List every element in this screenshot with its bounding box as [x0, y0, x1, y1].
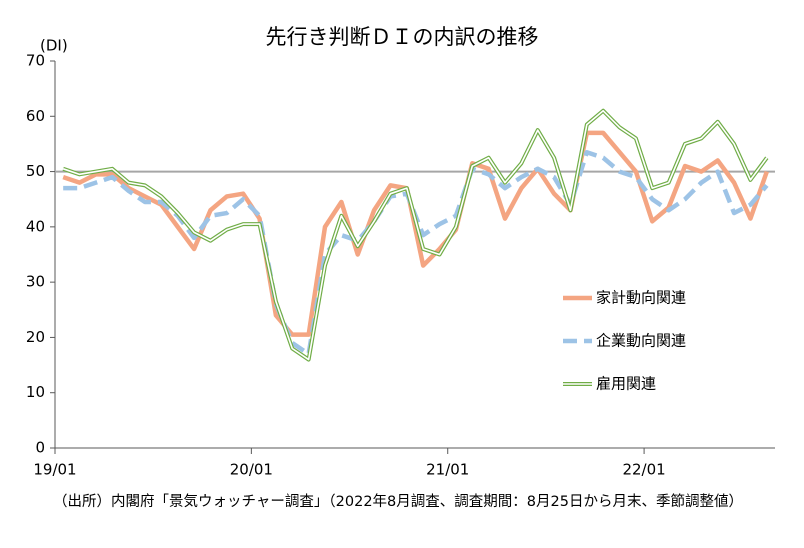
y-tick-label: 0	[35, 439, 45, 457]
y-tick-label: 40	[26, 217, 45, 235]
chart-title: 先行き判断ＤＩの内訳の推移	[266, 25, 539, 49]
y-tick-label: 60	[26, 107, 45, 125]
x-tick-label: 19/01	[33, 461, 76, 479]
series-line	[63, 149, 769, 357]
y-tick-label: 30	[26, 273, 45, 291]
x-tick-label: 22/01	[622, 461, 665, 479]
legend-label: 家計動向関連	[596, 289, 686, 307]
x-tick-label: 20/01	[230, 461, 273, 479]
y-tick-label: 70	[26, 52, 45, 70]
series-line-inner	[62, 109, 768, 361]
legend-label: 企業動向関連	[596, 332, 686, 350]
footnote: （出所）内閣府「景気ウォッチャー調査」（2022年8月調査、調査期間：8月25日…	[53, 492, 743, 510]
y-axis-label: (DI)	[40, 37, 68, 55]
y-tick-label: 20	[26, 328, 45, 346]
y-tick-label: 50	[26, 162, 45, 180]
y-tick-label: 10	[26, 383, 45, 401]
x-tick-label: 21/01	[426, 461, 469, 479]
series-line	[62, 130, 769, 337]
legend-label: 雇用関連	[596, 375, 656, 393]
